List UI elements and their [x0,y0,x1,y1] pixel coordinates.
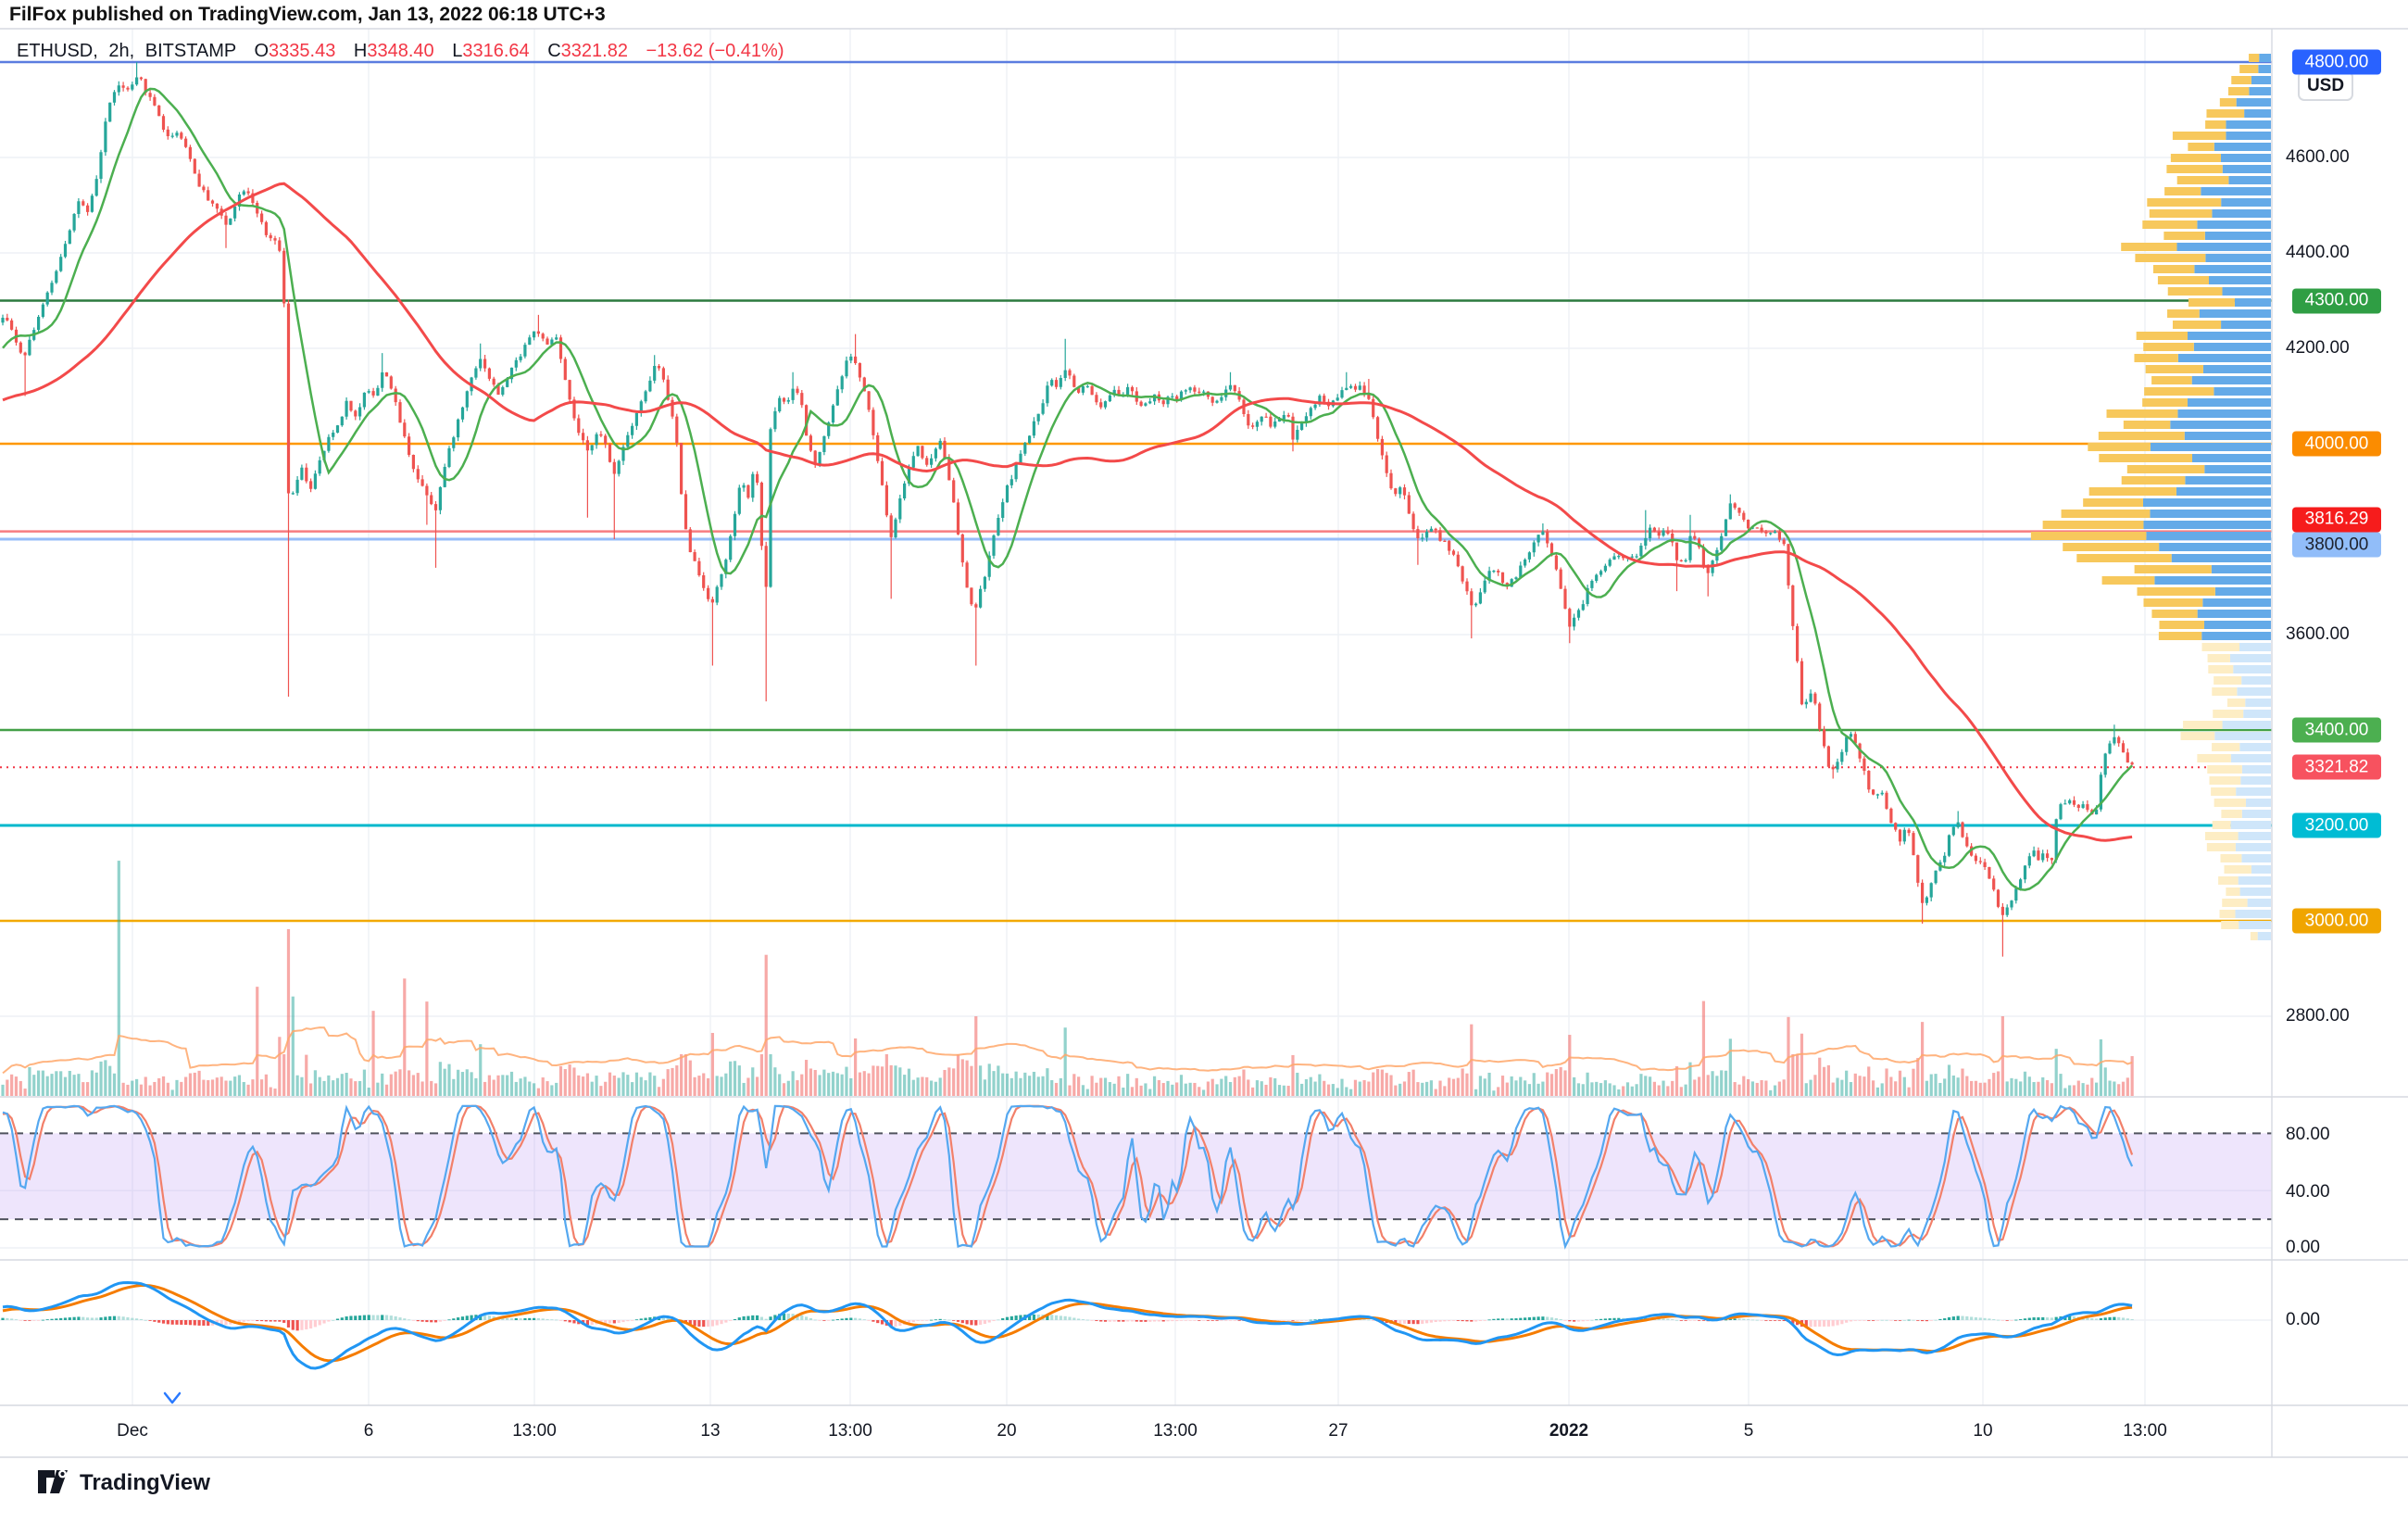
tradingview-logo-icon[interactable] [37,1469,69,1497]
price-level-badge-3816.29: 3816.29 [2292,507,2381,533]
footer-brand: TradingView [37,1469,210,1497]
timeline-marker-chevron-icon[interactable] [163,1391,182,1404]
exchange-label[interactable]: BITSTAMP [144,41,236,61]
low-label: L [452,41,463,61]
price-tick-4600.00: 4600.00 [2286,147,2350,167]
price-level-badge-3000.00: 3000.00 [2292,908,2381,934]
price-level-badge-4300.00: 4300.00 [2292,288,2381,313]
time-label-13:00: 13:00 [828,1421,872,1441]
price-level-badge-4800.00: 4800.00 [2292,49,2381,75]
tradingview-logo-text[interactable]: TradingView [80,1470,210,1495]
price-tick-4400.00: 4400.00 [2286,243,2350,262]
published-header: FilFox published on TradingView.com, Jan… [9,0,606,29]
price-axis[interactable]: USD 4600.00 4400.00 4200.00 3600.00 2800.00 4… [2272,29,2408,1457]
chart-legend: ETHUSD, 2h, BITSTAMP O3335.43 H3348.40 L… [17,41,784,62]
time-label-5: 5 [1743,1421,1754,1441]
indicator-tick-2: 0.00 [2286,1238,2320,1257]
legend-sep1: , [93,41,98,61]
open-value: 3335.43 [269,41,336,61]
price-level-badge-3321.82: 3321.82 [2292,754,2381,780]
open-label: O [254,41,270,61]
time-label-10: 10 [1973,1421,1993,1441]
close-label: C [547,41,561,61]
legend-sep2: , [129,41,135,61]
time-label-Dec: Dec [117,1421,148,1441]
time-label-13:00: 13:00 [512,1421,557,1441]
time-label-13:00: 13:00 [1153,1421,1198,1441]
time-label-6: 6 [363,1421,374,1441]
published-text: FilFox published on TradingView.com, Jan… [9,3,606,25]
time-label-13:00: 13:00 [2123,1421,2167,1441]
change-value: −13.62 (−0.41%) [646,41,784,61]
time-axis[interactable]: Dec 6 13:00 13 13:00 20 13:00 27 2022 5 10 13:00 [0,1405,2272,1457]
indicator-tick-0: 80.00 [2286,1125,2330,1144]
price-tick-2800.00: 2800.00 [2286,1006,2350,1026]
price-level-badge-3400.00: 3400.00 [2292,717,2381,743]
price-tick-4200.00: 4200.00 [2286,338,2350,358]
time-label-2022: 2022 [1549,1421,1589,1441]
currency-toggle-button[interactable]: USD [2298,70,2353,101]
time-label-13: 13 [700,1421,721,1441]
low-value: 3316.64 [462,41,530,61]
indicator-tick-1: 40.00 [2286,1182,2330,1202]
close-value: 3321.82 [560,41,628,61]
high-label: H [353,41,368,61]
high-value: 3348.40 [367,41,434,61]
time-label-20: 20 [997,1421,1017,1441]
price-level-badge-3200.00: 3200.00 [2292,812,2381,838]
price-tick-3600.00: 3600.00 [2286,624,2350,644]
symbol-name[interactable]: ETHUSD [17,41,94,61]
price-level-badge-3800.00: 3800.00 [2292,532,2381,558]
interval-label[interactable]: 2h [108,41,130,61]
time-label-27: 27 [1328,1421,1348,1441]
price-level-badge-4000.00: 4000.00 [2292,431,2381,457]
indicator-tick-3: 0.00 [2286,1310,2320,1329]
